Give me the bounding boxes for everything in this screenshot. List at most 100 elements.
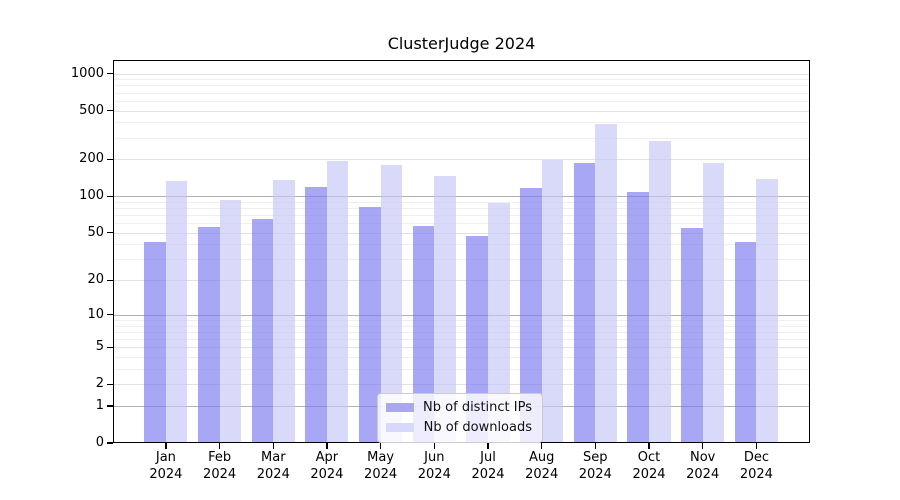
y-tick-mark	[107, 158, 113, 161]
legend: Nb of distinct IPs Nb of downloads	[377, 393, 543, 443]
minor-gridline	[113, 215, 810, 216]
x-label-year: 2024	[686, 466, 720, 482]
x-tick-label: Mar 2024	[241, 450, 305, 483]
bar-downloads-jan	[165, 181, 188, 443]
minor-gridline	[113, 331, 810, 333]
minor-gridline	[113, 223, 810, 225]
x-label-year: 2024	[310, 466, 344, 482]
gridline	[113, 280, 810, 282]
x-label-month: Jan	[155, 450, 176, 465]
bar-distinct-ips-may	[359, 207, 381, 443]
bar-downloads-may	[380, 165, 403, 443]
gridline	[113, 159, 810, 161]
bar-distinct-ips-jul	[466, 236, 488, 443]
minor-gridline	[113, 325, 810, 327]
bar-distinct-ips-oct	[627, 192, 649, 443]
x-tick-mark	[218, 443, 221, 449]
x-tick-label: May 2024	[349, 450, 413, 483]
gridline	[113, 314, 810, 316]
y-tick-mark	[107, 383, 113, 385]
legend-swatch-downloads	[386, 423, 414, 432]
minor-gridline	[113, 100, 810, 102]
legend-swatch-distinct-ips	[386, 403, 414, 412]
x-label-month: Apr	[315, 450, 339, 465]
y-tick-label: 1000	[70, 65, 104, 81]
bar-distinct-ips-jan	[144, 241, 166, 443]
bar-downloads-jul	[488, 202, 510, 443]
bar-distinct-ips-aug	[520, 187, 542, 443]
x-tick-label: Oct 2024	[617, 450, 681, 483]
x-tick-mark	[648, 443, 650, 449]
x-tick-label: Apr 2024	[295, 450, 359, 483]
y-tick-label: 500	[79, 102, 104, 118]
x-tick-label: Sep 2024	[563, 450, 627, 483]
x-tick-mark	[272, 443, 274, 449]
bar-downloads-aug	[541, 160, 564, 443]
y-tick-mark	[107, 279, 113, 281]
bar-downloads-oct	[649, 141, 671, 443]
minor-gridline	[113, 368, 810, 370]
x-tick-mark	[433, 443, 435, 449]
bar-downloads-feb	[219, 199, 242, 443]
x-tick-label: Jan 2024	[134, 450, 198, 483]
x-tick-label: Feb 2024	[188, 450, 252, 483]
bar-downloads-apr	[326, 161, 349, 443]
bar-distinct-ips-feb	[198, 226, 220, 443]
x-label-year: 2024	[471, 466, 505, 482]
legend-item-downloads: Nb of downloads	[386, 419, 532, 436]
plot-area: Nb of distinct IPs Nb of downloads	[113, 60, 810, 443]
y-tick-label: 2	[95, 376, 104, 392]
x-label-month: Oct	[637, 450, 661, 465]
bar-distinct-ips-mar	[251, 218, 274, 443]
x-label-year: 2024	[364, 466, 398, 482]
legend-label-distinct-ips: Nb of distinct IPs	[423, 400, 532, 415]
y-tick-mark	[107, 442, 113, 444]
x-tick-mark	[702, 443, 704, 449]
x-label-month: Dec	[743, 450, 769, 465]
gridline	[113, 347, 810, 349]
gridline	[113, 110, 810, 112]
bar-downloads-dec	[756, 179, 778, 443]
x-label-year: 2024	[417, 466, 451, 482]
y-tick-label: 0	[95, 435, 104, 450]
x-label-month: Mar	[261, 450, 286, 465]
bar-downloads-nov	[702, 163, 725, 443]
x-label-year: 2024	[739, 466, 773, 482]
x-label-month: Jul	[480, 450, 496, 465]
bar-distinct-ips-nov	[681, 227, 703, 443]
y-tick-label: 10	[87, 306, 104, 322]
y-tick-label: 100	[79, 188, 104, 204]
x-tick-label: Aug 2024	[510, 450, 574, 483]
gridline	[113, 232, 810, 234]
x-tick-label: Jul 2024	[456, 450, 520, 483]
x-tick-mark	[487, 443, 489, 449]
x-label-year: 2024	[525, 466, 559, 482]
x-tick-mark	[326, 443, 328, 449]
x-label-year: 2024	[632, 466, 666, 482]
bar-downloads-mar	[273, 179, 295, 443]
minor-gridline	[113, 92, 810, 94]
y-tick-label: 50	[87, 224, 104, 240]
y-tick-mark	[107, 346, 113, 348]
minor-gridline	[113, 244, 810, 246]
bar-distinct-ips-dec	[734, 241, 757, 443]
gridline	[113, 73, 810, 75]
gridline	[113, 384, 810, 386]
y-tick-mark	[107, 405, 113, 407]
y-tick-mark	[107, 109, 113, 112]
x-tick-mark	[755, 443, 758, 449]
x-label-year: 2024	[256, 466, 290, 482]
x-tick-mark	[594, 443, 596, 449]
minor-gridline	[113, 356, 810, 358]
bar-distinct-ips-sep	[573, 162, 596, 443]
bar-downloads-jun	[434, 176, 456, 443]
x-tick-label: Dec 2024	[724, 450, 788, 483]
bar-distinct-ips-apr	[305, 187, 327, 443]
minor-gridline	[113, 319, 810, 321]
minor-gridline	[113, 338, 810, 340]
minor-gridline	[113, 122, 810, 124]
gridline	[113, 196, 810, 198]
y-tick-mark	[107, 72, 113, 75]
x-label-month: Jun	[424, 450, 445, 465]
